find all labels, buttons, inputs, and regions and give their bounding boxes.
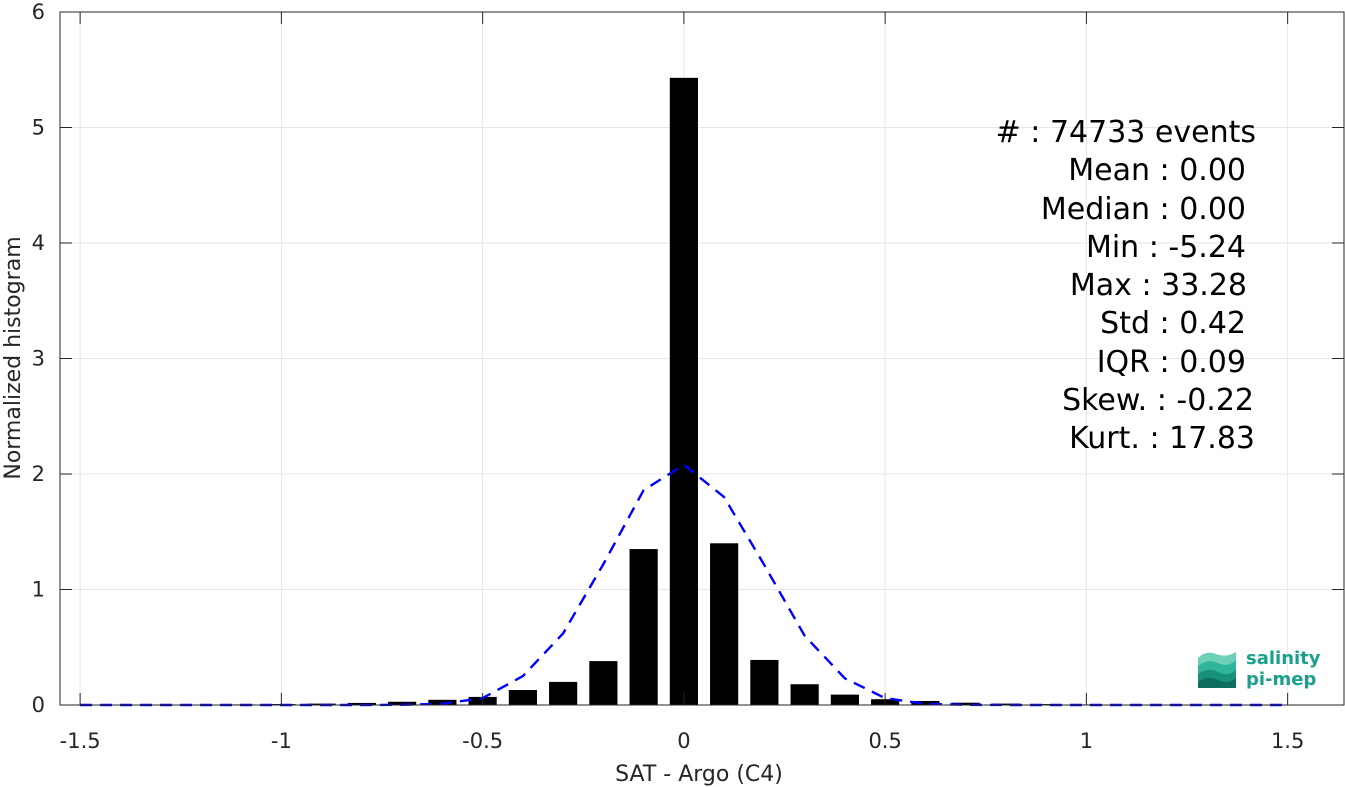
logo-text: salinity pi-mep — [1246, 648, 1321, 690]
y-tick-label: 1 — [32, 578, 45, 602]
statistics-box: # : 74733 events Mean : 0.00 Median : 0.… — [930, 114, 1256, 459]
salinity-pimep-logo: salinity pi-mep — [1194, 646, 1334, 694]
y-tick-label: 5 — [32, 116, 45, 140]
y-tick-label: 2 — [32, 462, 45, 486]
histogram-bar — [750, 659, 779, 705]
x-tick-label: 0 — [677, 729, 690, 753]
histogram-bar — [951, 702, 980, 705]
histogram-bar — [991, 703, 1020, 705]
logo-line-2: pi-mep — [1246, 669, 1317, 690]
x-tick-labels: -1.5 -1 -0.5 0 0.5 1 1.5 — [60, 729, 1305, 753]
x-tick-label: 1.5 — [1271, 729, 1304, 753]
histogram-bar — [911, 700, 940, 705]
histogram-bar — [428, 699, 457, 705]
x-tick-label: 1 — [1080, 729, 1093, 753]
stat-std: Std : 0.42 — [1100, 306, 1246, 342]
histogram-bar — [549, 681, 578, 705]
x-tick-label: -1.5 — [60, 729, 101, 753]
histogram-bar — [388, 701, 417, 705]
histogram-bar — [710, 543, 739, 705]
stat-min: Min : -5.24 — [1085, 229, 1246, 265]
stat-skew: Skew. : -0.22 — [1062, 383, 1254, 419]
stat-max: Max : 33.28 — [1069, 268, 1247, 304]
histogram-bar — [629, 549, 658, 705]
x-tick-label: -1 — [271, 729, 292, 753]
logo-line-1: salinity — [1246, 648, 1321, 669]
y-tick-labels: 0 1 2 3 4 5 6 — [32, 0, 45, 717]
histogram-bar — [589, 661, 618, 705]
stat-iqr: IQR : 0.09 — [1096, 344, 1246, 380]
y-tick-label: 4 — [32, 231, 45, 255]
x-axis-label: SAT - Argo (C4) — [615, 762, 783, 787]
stat-mean: Mean : 0.00 — [1068, 153, 1246, 189]
histogram-bar — [508, 689, 537, 705]
y-tick-label: 3 — [32, 347, 45, 371]
histogram-bar — [790, 684, 819, 705]
histogram-bars — [106, 77, 1302, 706]
stat-kurt: Kurt. : 17.83 — [1069, 421, 1255, 457]
waves-logo-icon — [1198, 652, 1236, 688]
y-tick-label: 0 — [32, 693, 45, 717]
axis-ticks — [60, 11, 1344, 706]
histogram-bar — [669, 77, 698, 705]
stat-events: # : 74733 events — [995, 115, 1256, 150]
y-tick-label: 6 — [32, 0, 45, 24]
y-axis-label: Normalized histogram — [1, 236, 26, 479]
histogram-bar — [830, 694, 859, 705]
x-tick-label: 0.5 — [868, 729, 901, 753]
x-tick-label: -0.5 — [462, 729, 503, 753]
stat-median: Median : 0.00 — [1040, 191, 1246, 227]
